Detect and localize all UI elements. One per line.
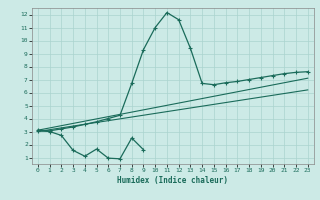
X-axis label: Humidex (Indice chaleur): Humidex (Indice chaleur) [117, 176, 228, 185]
